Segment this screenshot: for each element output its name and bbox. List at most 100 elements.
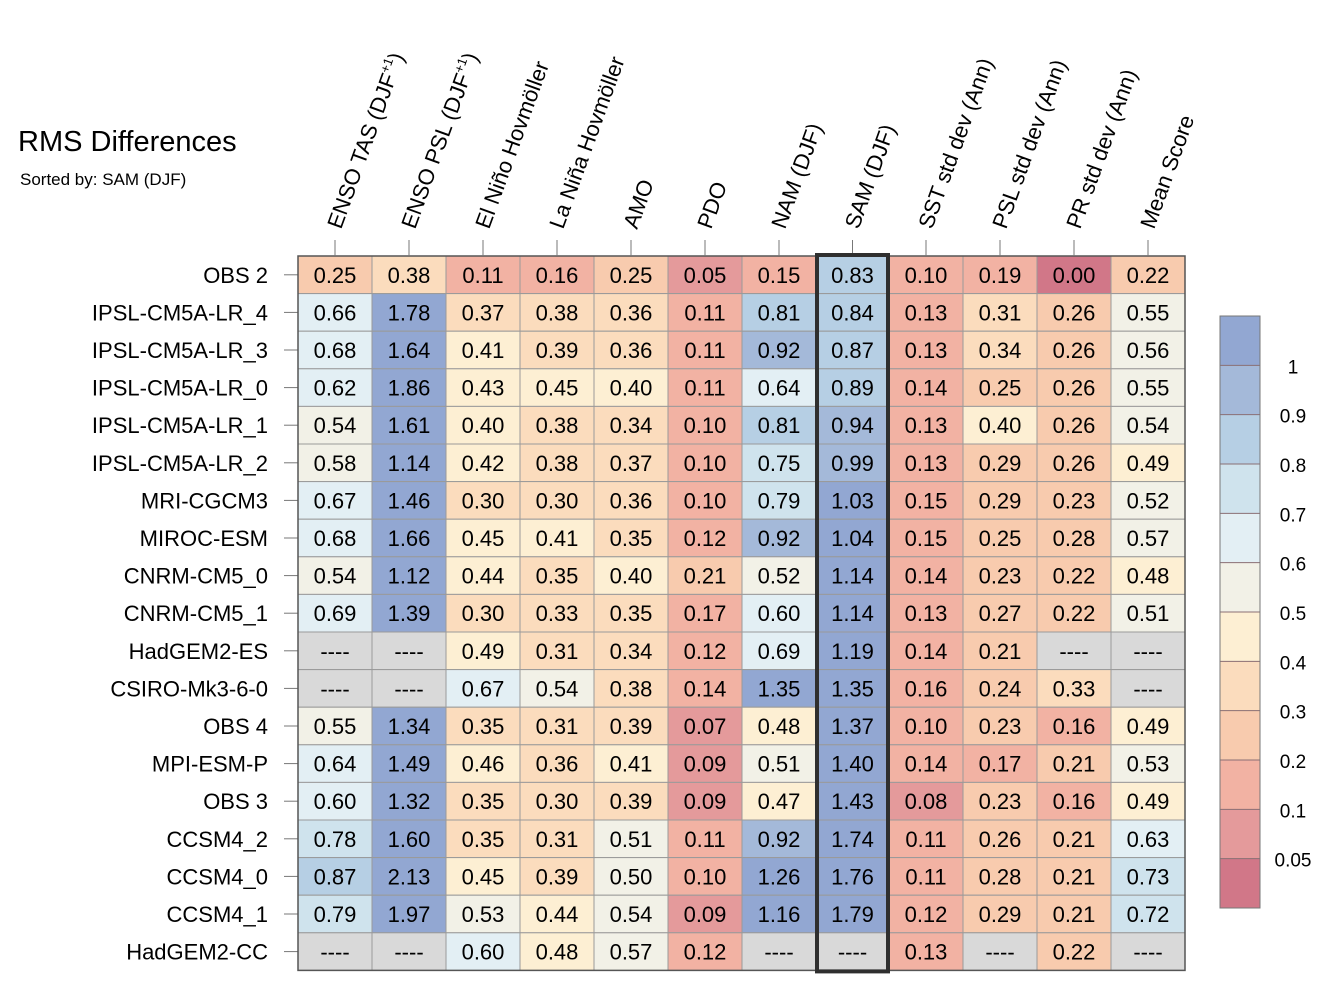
cell-value-label: 0.10: [684, 413, 727, 438]
heatmap-cell: [519, 631, 595, 671]
cell-value-label: 0.29: [979, 902, 1022, 927]
cell-value-label: 0.54: [314, 564, 357, 589]
cell-value-label: 0.05: [684, 263, 727, 288]
heatmap-cell: [815, 932, 890, 971]
cell-value-label: 1.04: [831, 526, 874, 551]
heatmap-cell: [962, 368, 1038, 407]
column-label: PR std dev (Ann): [1061, 66, 1142, 232]
cell-value-label: 0.53: [462, 902, 505, 927]
cell-value-label: ----: [394, 940, 423, 965]
heatmap-cell: [1036, 368, 1112, 407]
heatmap-cell: [815, 556, 890, 595]
cell-value-label: 0.67: [462, 676, 505, 701]
heatmap-cell: [445, 481, 521, 520]
heatmap-cell: [1036, 556, 1112, 595]
cell-value-label: 0.36: [610, 488, 653, 513]
cell-value-label: 0.50: [610, 864, 653, 889]
heatmap-cell: [445, 894, 521, 934]
cell-value-label: 0.12: [684, 526, 727, 551]
cell-value-label: 1.86: [388, 376, 431, 401]
cell-value-label: 0.53: [1127, 752, 1170, 777]
heatmap-cell: [593, 706, 669, 746]
heatmap-cell: [815, 593, 890, 633]
heatmap-cell: [1036, 293, 1112, 332]
cell-value-label: 0.79: [314, 902, 357, 927]
colorbar-segment: [1219, 463, 1261, 514]
heatmap-cell: [445, 781, 521, 821]
heatmap-cell: [667, 593, 743, 633]
cell-value-label: 0.30: [462, 601, 505, 626]
cell-value-label: 1.35: [758, 676, 801, 701]
heatmap-cell: [519, 819, 595, 859]
cell-value-label: 0.10: [905, 263, 948, 288]
cell-value-label: 0.35: [610, 601, 653, 626]
cell-value-label: 0.21: [979, 639, 1022, 664]
heatmap-cell: [593, 894, 669, 934]
cell-value-label: 0.34: [979, 338, 1022, 363]
heatmap-cell: [1036, 744, 1112, 783]
heatmap-cells: 0.25 0.38 0.11 0.16 0.25 0.05 0.15 0.83 0.10 0.19…: [297, 255, 1186, 971]
cell-value-label: 1.19: [831, 639, 874, 664]
cell-value-label: 0.31: [536, 714, 579, 739]
cell-value-label: 1.60: [388, 827, 431, 852]
cell-value-label: 0.48: [1127, 564, 1170, 589]
cell-value-label: 0.23: [979, 789, 1022, 814]
heatmap-cell: [519, 293, 595, 332]
cell-value-label: 0.11: [684, 827, 725, 852]
cell-value-label: 0.37: [462, 300, 505, 325]
cell-value-label: ----: [320, 940, 349, 965]
cell-value-label: 0.14: [905, 639, 948, 664]
colorbar-segment: [1219, 562, 1261, 613]
cell-value-label: 0.40: [979, 413, 1022, 438]
cell-value-label: 0.22: [1053, 564, 1096, 589]
row-label: CNRM-CM5_1: [124, 601, 268, 626]
row-label: OBS 2: [203, 263, 268, 288]
cell-value-label: 0.25: [979, 376, 1022, 401]
colorbar-segment: [1219, 414, 1261, 465]
cell-value-label: 0.69: [314, 601, 357, 626]
cell-value-label: 0.31: [536, 639, 579, 664]
cell-value-label: 0.31: [536, 827, 579, 852]
row-label: HadGEM2-CC: [126, 940, 268, 965]
heatmap-cell: [888, 593, 964, 633]
cell-value-label: 0.35: [610, 526, 653, 551]
cell-value-label: 0.25: [314, 263, 357, 288]
heatmap-cell: [445, 631, 521, 671]
heatmap-cell: [667, 293, 743, 332]
heatmap-cell: [297, 932, 373, 971]
cell-value-label: 1.14: [388, 451, 431, 476]
heatmap-cell: [593, 781, 669, 821]
heatmap-cell: [297, 593, 373, 633]
cell-value-label: 0.14: [905, 752, 948, 777]
heatmap-cell: [888, 443, 964, 483]
colorbar-segment: [1219, 315, 1261, 366]
colorbar-segment: [1219, 809, 1261, 859]
cell-value-label: 0.30: [462, 488, 505, 513]
cell-value-label: 0.17: [684, 601, 727, 626]
heatmap-cell: [593, 744, 669, 783]
row-label: IPSL-CM5A-LR_4: [92, 300, 268, 325]
cell-value-label: 0.19: [979, 263, 1022, 288]
cell-value-label: 0.16: [536, 263, 579, 288]
heatmap-cell: [815, 443, 890, 483]
heatmap-cell: [1036, 330, 1112, 370]
cell-value-label: 0.73: [1127, 864, 1170, 889]
cell-value-label: 0.64: [758, 376, 801, 401]
heatmap-cell: [371, 593, 447, 633]
cell-value-label: 0.78: [314, 827, 357, 852]
cell-value-label: 1.40: [831, 752, 874, 777]
heatmap-cell: [371, 518, 447, 558]
heatmap-cell: [297, 368, 373, 407]
heatmap-cell: [667, 819, 743, 859]
colorbar-segment: [1219, 611, 1261, 662]
colorbar-tick-label: 0.5: [1280, 604, 1306, 625]
heatmap-cell: [1110, 518, 1186, 558]
cell-value-label: 0.57: [610, 940, 653, 965]
row-label: CCSM4_1: [167, 902, 268, 927]
cell-value-label: 0.72: [1127, 902, 1170, 927]
colorbar-segment: [1219, 513, 1261, 563]
column-label: El Niño Hovmöller: [470, 58, 554, 232]
heatmap-cell: [962, 706, 1038, 746]
cell-value-label: 0.22: [1053, 601, 1096, 626]
